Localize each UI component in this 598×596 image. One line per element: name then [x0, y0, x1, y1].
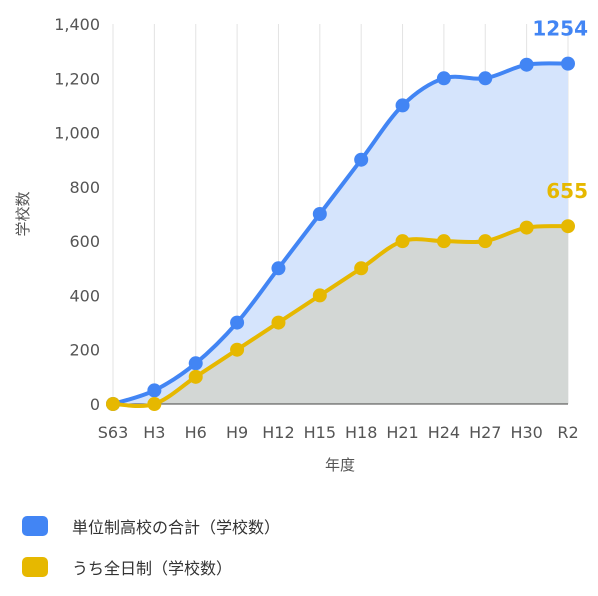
data-point — [312, 288, 327, 303]
x-tick-label: H27 — [469, 423, 501, 442]
data-point — [188, 356, 203, 371]
x-tick-label: H18 — [345, 423, 377, 442]
series-areas — [113, 63, 568, 407]
data-point — [188, 369, 203, 384]
legend-label-fulltime: うち全日制（学校数） — [72, 559, 233, 578]
data-point — [561, 219, 575, 234]
data-point — [436, 71, 451, 86]
end-value-label: 655 — [546, 179, 588, 203]
data-point — [271, 261, 286, 276]
legend: 単位制高校の合計（学校数） うち全日制（学校数） — [22, 514, 280, 596]
data-point — [147, 383, 162, 398]
data-point — [395, 234, 410, 249]
x-tick-label: H3 — [143, 423, 165, 442]
y-tick-label: 0 — [90, 395, 100, 414]
series-area-1 — [113, 226, 568, 407]
legend-item-total: 単位制高校の合計（学校数） — [22, 514, 280, 538]
data-point — [436, 234, 451, 249]
data-point — [106, 397, 120, 411]
data-point — [354, 152, 369, 167]
x-tick-label: H24 — [428, 423, 460, 442]
y-tick-label: 200 — [69, 341, 100, 360]
y-tick-label: 800 — [69, 178, 100, 197]
data-point — [561, 56, 575, 71]
data-point — [312, 207, 327, 221]
legend-swatch-total — [22, 516, 48, 536]
data-point — [230, 342, 245, 357]
data-point — [354, 261, 369, 276]
y-tick-label: 600 — [69, 232, 100, 251]
x-tick-label: H15 — [304, 423, 336, 442]
data-point — [395, 98, 410, 113]
x-tick-label: S63 — [98, 423, 129, 442]
end-labels: 1254 655 — [532, 17, 588, 204]
data-point — [519, 57, 534, 72]
legend-swatch-fulltime — [22, 557, 48, 577]
x-tick-label: R2 — [557, 423, 578, 442]
tick-labels: 0 200 400 600 800 1,000 1,200 1,400 S63 H3 H6 H9 H12… — [54, 15, 578, 442]
series-points — [106, 56, 575, 411]
data-point — [519, 220, 534, 235]
end-value-label: 1254 — [532, 17, 588, 41]
data-point — [147, 397, 162, 411]
y-axis-title: 学校数 — [14, 191, 32, 236]
data-point — [230, 315, 245, 330]
y-tick-label: 1,400 — [54, 15, 100, 34]
x-tick-label: H30 — [510, 423, 542, 442]
x-tick-label: H6 — [185, 423, 207, 442]
legend-label-total: 単位制高校の合計（学校数） — [72, 518, 281, 537]
data-point — [271, 315, 286, 330]
x-tick-label: H9 — [226, 423, 248, 442]
data-point — [478, 234, 493, 249]
y-tick-label: 400 — [69, 286, 100, 305]
legend-item-fulltime: うち全日制（学校数） — [22, 555, 280, 579]
x-tick-label: H12 — [262, 423, 294, 442]
y-tick-label: 1,000 — [54, 124, 100, 143]
area-chart: 0 200 400 600 800 1,000 1,200 1,400 S63 H3 H6 H9 H12… — [14, 15, 588, 474]
y-tick-label: 1,200 — [54, 69, 100, 88]
data-point — [478, 71, 493, 86]
x-tick-label: H21 — [386, 423, 418, 442]
x-axis-title: 年度 — [325, 456, 355, 474]
